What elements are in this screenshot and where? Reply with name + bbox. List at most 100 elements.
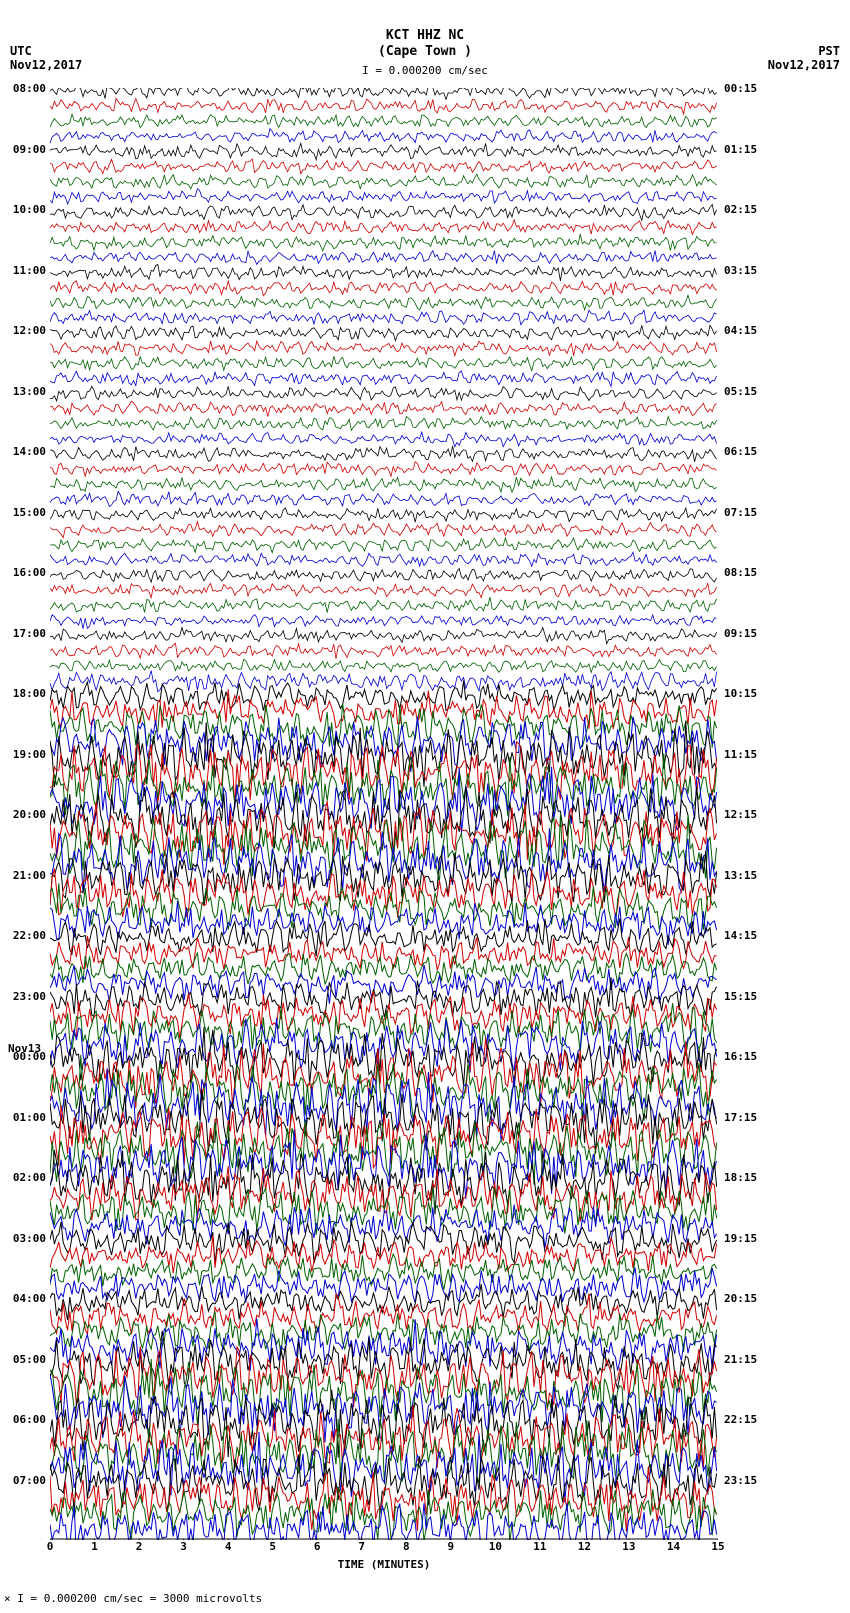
seismic-trace — [50, 159, 717, 174]
seismic-trace — [50, 129, 717, 144]
left-hour-label: 18:00 — [13, 687, 46, 700]
left-hour-label: 07:00 — [13, 1474, 46, 1487]
seismic-trace — [50, 1284, 717, 1320]
station-subtitle: (Cape Town ) — [0, 44, 850, 59]
x-axis-title: TIME (MINUTES) — [50, 1558, 718, 1571]
left-hour-label: 17:00 — [13, 627, 46, 640]
left-hour-label: 01:00 — [13, 1111, 46, 1124]
left-hour-labels: 08:0009:0010:0011:0012:0013:0014:0015:00… — [8, 88, 48, 1540]
right-hour-label: 03:15 — [724, 264, 757, 277]
left-hour-label: 03:00 — [13, 1232, 46, 1245]
seismic-trace — [50, 295, 717, 310]
right-hour-label: 22:15 — [724, 1413, 757, 1426]
seismic-trace — [50, 660, 717, 673]
left-hour-label: 09:00 — [13, 143, 46, 156]
seismic-trace — [50, 371, 717, 386]
right-hour-label: 01:15 — [724, 143, 757, 156]
seismic-trace — [50, 417, 717, 431]
x-tick-label: 1 — [91, 1540, 98, 1553]
seismic-trace — [50, 851, 717, 905]
x-tick-label: 10 — [489, 1540, 502, 1553]
left-hour-label: 13:00 — [13, 385, 46, 398]
seismic-trace — [50, 491, 717, 506]
left-hour-label: 14:00 — [13, 445, 46, 458]
seismic-trace — [50, 689, 717, 729]
seismic-trace — [50, 220, 717, 235]
seismic-trace — [50, 250, 717, 264]
seismic-trace — [50, 310, 717, 325]
seismic-trace — [50, 538, 717, 553]
seismic-trace — [50, 814, 717, 881]
seismic-trace — [50, 568, 717, 582]
seismic-trace — [50, 508, 717, 522]
right-hour-label: 12:15 — [724, 808, 757, 821]
right-hour-label: 17:15 — [724, 1111, 757, 1124]
right-hour-label: 21:15 — [724, 1353, 757, 1366]
left-hour-label: 06:00 — [13, 1413, 46, 1426]
left-hour-label: 22:00 — [13, 929, 46, 942]
seismic-trace — [50, 88, 717, 99]
right-hour-label: 02:15 — [724, 203, 757, 216]
seismic-trace — [50, 643, 717, 659]
seismic-trace — [50, 628, 717, 644]
seismic-trace — [50, 356, 717, 371]
x-tick-label: 7 — [358, 1540, 365, 1553]
x-tick-label: 8 — [403, 1540, 410, 1553]
left-hour-label: 11:00 — [13, 264, 46, 277]
seismic-trace — [50, 143, 717, 159]
right-hour-labels: 00:1501:1502:1503:1504:1505:1506:1507:15… — [722, 88, 767, 1540]
left-hour-label: 19:00 — [13, 748, 46, 761]
right-hour-label: 06:15 — [724, 445, 757, 458]
seismogram-plot — [50, 88, 718, 1540]
right-hour-label: 08:15 — [724, 566, 757, 579]
x-tick-label: 15 — [711, 1540, 724, 1553]
left-hour-label: 23:00 — [13, 990, 46, 1003]
left-hour-label: 05:00 — [13, 1353, 46, 1366]
date-left: Nov12,2017 — [10, 58, 82, 72]
seismic-trace — [50, 477, 717, 492]
left-hour-label: 20:00 — [13, 808, 46, 821]
seismic-trace — [50, 552, 717, 566]
x-tick-label: 4 — [225, 1540, 232, 1553]
seismic-trace — [50, 936, 717, 970]
scale-label: I = 0.000200 cm/sec — [0, 64, 850, 77]
x-tick-label: 3 — [180, 1540, 187, 1553]
seismic-trace — [50, 584, 717, 598]
right-hour-label: 00:15 — [724, 82, 757, 95]
date-right: Nov12,2017 — [768, 58, 840, 72]
seismic-trace — [50, 174, 717, 189]
seismic-trace — [50, 114, 717, 128]
seismic-trace — [50, 281, 717, 296]
x-tick-label: 5 — [269, 1540, 276, 1553]
right-hour-label: 11:15 — [724, 748, 757, 761]
seismic-trace — [50, 432, 717, 447]
timezone-right: PST — [818, 44, 840, 58]
left-hour-label: 12:00 — [13, 324, 46, 337]
x-tick-label: 14 — [667, 1540, 680, 1553]
seismic-trace — [50, 189, 717, 204]
right-hour-label: 09:15 — [724, 627, 757, 640]
left-hour-label: 02:00 — [13, 1171, 46, 1184]
left-hour-label: 04:00 — [13, 1292, 46, 1305]
seismic-trace — [50, 446, 717, 462]
right-hour-label: 16:15 — [724, 1050, 757, 1063]
seismic-trace — [50, 671, 717, 692]
seismic-trace — [50, 1467, 717, 1532]
right-hour-label: 23:15 — [724, 1474, 757, 1487]
right-hour-label: 15:15 — [724, 990, 757, 1003]
seismic-trace — [50, 234, 717, 251]
left-hour-label: 08:00 — [13, 82, 46, 95]
footer-scale: × I = 0.000200 cm/sec = 3000 microvolts — [4, 1592, 262, 1605]
seismic-trace — [50, 204, 717, 220]
x-tick-label: 9 — [447, 1540, 454, 1553]
seismic-trace — [50, 99, 717, 114]
seismic-trace — [50, 597, 717, 612]
left-hour-label: 21:00 — [13, 869, 46, 882]
x-tick-label: 13 — [622, 1540, 635, 1553]
x-tick-label: 2 — [136, 1540, 143, 1553]
x-tick-label: 11 — [533, 1540, 546, 1553]
seismic-trace — [50, 1222, 717, 1263]
seismic-trace — [50, 265, 717, 281]
seismic-trace — [50, 1268, 717, 1303]
left-hour-label: 15:00 — [13, 506, 46, 519]
